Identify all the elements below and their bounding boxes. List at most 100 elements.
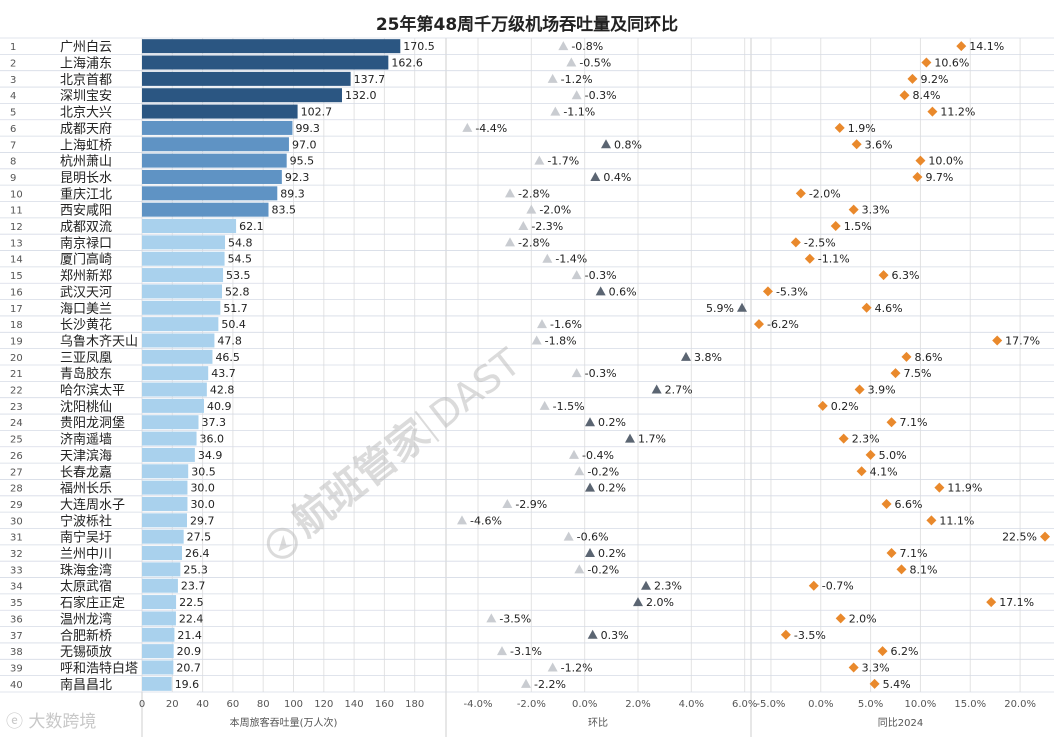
airport-name: 杭州萧山 (60, 155, 112, 170)
rank-label: 1 (10, 42, 16, 53)
yoy-value-label: 8.4% (912, 89, 940, 102)
airport-name: 厦门高崎 (60, 252, 112, 268)
yoy-marker (838, 433, 849, 444)
yoy-value-label: 11.2% (940, 106, 975, 119)
yoy-value-label: 7.1% (900, 416, 928, 429)
yoy-value-label: 14.1% (969, 40, 1004, 53)
airport-name: 温州龙湾 (60, 611, 112, 627)
mom-value-label: -0.5% (579, 57, 611, 70)
airport-name: 海口美兰 (60, 302, 112, 317)
yoy-marker (901, 351, 912, 362)
rank-label: 16 (10, 287, 23, 298)
watermark: 航班管家 DAST (266, 340, 529, 559)
mom-value-label: -0.3% (585, 89, 617, 102)
yoy-value-label: 1.5% (844, 220, 872, 233)
rank-label: 13 (10, 238, 23, 249)
mom-value-label: -1.2% (561, 73, 593, 86)
yoy-value-label: 9.2% (920, 73, 948, 86)
yoy-marker (927, 106, 938, 117)
yoy-marker (790, 237, 801, 248)
throughput-bar (142, 382, 207, 397)
yoy-value-label: 3.3% (862, 661, 890, 674)
airport-name: 兰州中川 (60, 547, 112, 562)
throughput-value-label: 29.7 (190, 514, 215, 527)
rank-label: 2 (10, 59, 16, 70)
throughput-bar (142, 644, 174, 659)
rank-label: 28 (10, 484, 23, 495)
mom-value-label: -1.7% (547, 155, 579, 168)
yoy-value-label: -2.0% (809, 187, 841, 200)
rank-label: 25 (10, 435, 23, 446)
yoy-value-label: 10.0% (928, 155, 963, 168)
yoy-marker (795, 188, 806, 199)
rank-label: 14 (10, 255, 23, 266)
rank-label: 11 (10, 206, 23, 217)
yoy-marker (851, 139, 862, 150)
mom-marker (571, 90, 582, 100)
yoy-marker (899, 90, 910, 101)
mom-value-label: 0.8% (614, 138, 642, 151)
mom-value-label: -0.2% (587, 563, 619, 576)
bar-axis-tick: 120 (314, 699, 333, 710)
yoy-marker (854, 384, 865, 395)
mom-axis-tick: 0.0% (572, 699, 597, 710)
rank-label: 20 (10, 353, 23, 364)
airport-name: 南京禄口 (60, 235, 112, 251)
yoy-value-label: 7.1% (900, 547, 928, 560)
bar-axis-title: 本周旅客吞吐量(万人次) (230, 716, 338, 729)
yoy-value-label: 3.3% (862, 204, 890, 217)
airport-name: 福州长乐 (60, 482, 112, 497)
mom-marker (641, 580, 651, 590)
yoy-marker (886, 548, 897, 559)
watermark-code: DAST (421, 340, 529, 438)
bar-axis-tick: 60 (227, 699, 240, 710)
mom-marker (505, 188, 515, 198)
mom-value-label: -1.2% (561, 661, 593, 674)
mom-value-label: -3.5% (499, 612, 531, 625)
yoy-value-label: 1.9% (848, 122, 876, 135)
mom-value-label: 1.7% (638, 433, 666, 446)
rank-label: 37 (10, 631, 23, 642)
mom-value-label: 2.3% (654, 580, 682, 593)
airport-name: 郑州新郑 (60, 268, 112, 284)
throughput-value-label: 95.5 (290, 155, 315, 168)
yoy-value-label: 2.0% (849, 612, 877, 625)
throughput-bar (142, 235, 226, 250)
mom-value-label: -0.6% (577, 531, 609, 544)
bar-axis-tick: 40 (196, 699, 209, 710)
yoy-marker (848, 662, 859, 673)
yoy-marker (808, 580, 819, 591)
mom-axis-title: 环比 (588, 717, 608, 729)
yoy-value-label: 17.1% (999, 596, 1034, 609)
airport-name: 贵阳龙洞堡 (60, 415, 125, 431)
mom-marker (542, 253, 553, 263)
yoy-value-label: -1.1% (818, 253, 850, 266)
rank-label: 29 (10, 500, 23, 511)
throughput-value-label: 170.5 (403, 40, 435, 53)
throughput-bar (142, 595, 177, 610)
rank-label: 18 (10, 320, 23, 331)
yoy-value-label: 8.6% (914, 351, 942, 364)
yoy-value-label: 4.6% (875, 302, 903, 315)
mom-axis-tick: -4.0% (463, 699, 492, 710)
throughput-value-label: 27.5 (187, 531, 212, 544)
mom-marker (633, 597, 643, 607)
airport-name: 大连周水子 (60, 497, 125, 513)
yoy-marker (992, 335, 1003, 346)
throughput-bar (142, 676, 172, 691)
rank-label: 36 (10, 614, 23, 625)
mom-marker (558, 41, 569, 51)
throughput-bar (142, 578, 178, 593)
yoy-value-label: 11.1% (939, 514, 974, 527)
throughput-bar (142, 268, 224, 283)
throughput-bar (142, 496, 188, 511)
throughput-bar (142, 120, 293, 135)
yoy-marker (835, 613, 846, 624)
mom-marker (563, 531, 574, 541)
mom-value-label: -3.1% (510, 645, 542, 658)
throughput-bar (142, 349, 213, 364)
mom-marker (585, 417, 595, 427)
mom-value-label: -4.4% (475, 122, 507, 135)
yoy-marker (881, 498, 892, 509)
throughput-bar (142, 284, 222, 299)
